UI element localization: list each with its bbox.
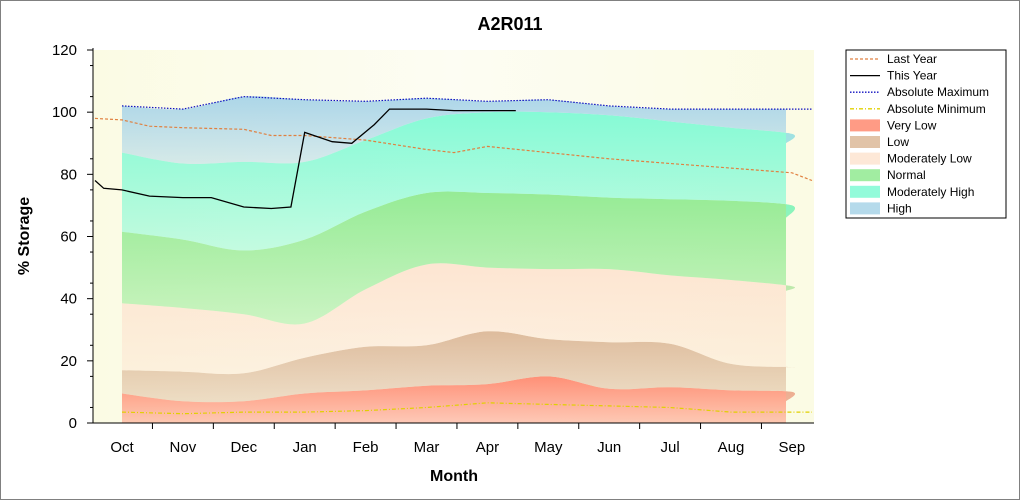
legend-swatch xyxy=(850,185,880,198)
legend-swatch xyxy=(850,169,880,182)
line-absolute-maximum xyxy=(121,95,812,110)
legend-label: Absolute Maximum xyxy=(887,85,989,99)
band-normal xyxy=(122,191,796,325)
legend-label: High xyxy=(887,201,912,215)
x-tick-label: Sep xyxy=(779,439,806,456)
band-very-low xyxy=(122,376,796,423)
x-tick-label: Aug xyxy=(718,439,745,456)
storage-bands xyxy=(122,96,796,423)
x-tick-label: Dec xyxy=(230,439,257,456)
legend-swatch xyxy=(850,152,880,165)
x-tick-label: May xyxy=(534,439,563,456)
band-high xyxy=(122,96,796,164)
legend-label: Absolute Minimum xyxy=(887,102,986,116)
band-low xyxy=(122,331,796,403)
legend-label: Last Year xyxy=(887,52,937,66)
legend-item-this-year: This Year xyxy=(850,69,937,83)
x-tick-label: Jan xyxy=(293,439,317,456)
legend-item-moderately-low: Moderately Low xyxy=(850,152,972,166)
legend-item-moderately-high: Moderately High xyxy=(850,185,974,199)
legend-label: Very Low xyxy=(887,118,937,132)
legend-label: Moderately High xyxy=(887,185,974,199)
line-absolute-minimum xyxy=(121,402,812,415)
line-this-year xyxy=(94,108,516,210)
legend-item-very-low: Very Low xyxy=(850,118,937,132)
legend-label: Normal xyxy=(887,168,926,182)
series-lines xyxy=(94,95,813,415)
legend-label: Moderately Low xyxy=(887,152,972,166)
legend: Last Year This Year Absolute Maximum Absolu… xyxy=(845,49,1007,219)
x-tick-label: Oct xyxy=(110,439,134,456)
y-tick-label: 40 xyxy=(60,291,77,308)
legend-item-low: Low xyxy=(850,135,909,149)
y-tick-label: 20 xyxy=(60,353,77,370)
legend-item-absolute-maximum: Absolute Maximum xyxy=(850,85,989,99)
y-tick-label: 80 xyxy=(60,166,77,183)
legend-label: Low xyxy=(887,135,909,149)
x-tick-label: Jul xyxy=(661,439,680,456)
y-tick-label: 0 xyxy=(69,415,77,432)
x-tick-label: Jun xyxy=(597,439,621,456)
line-last-year xyxy=(94,117,813,182)
legend-item-absolute-minimum: Absolute Minimum xyxy=(850,102,986,116)
y-tick-label: 120 xyxy=(52,42,77,59)
legend-swatch xyxy=(850,202,880,215)
x-tick-label: Feb xyxy=(353,439,379,456)
legend-swatch xyxy=(850,136,880,148)
y-tick-label: 60 xyxy=(60,229,77,246)
y-tick-label: 100 xyxy=(52,104,77,121)
x-tick-label: Apr xyxy=(476,439,499,456)
legend-swatch xyxy=(850,119,880,132)
legend-item-normal: Normal xyxy=(850,168,926,182)
band-moderately-high xyxy=(122,111,796,251)
y-axis-label: % Storage xyxy=(16,197,33,275)
legend-label: This Year xyxy=(887,69,937,83)
x-axis-label: Month xyxy=(430,468,478,485)
x-tick-label: Nov xyxy=(170,439,197,456)
axes: 0 20 40 60 80 100 120 Oct Nov Dec Jan Feb Mar Apr May J… xyxy=(52,42,814,456)
legend-item-high: High xyxy=(850,201,912,215)
legend-item-last-year: Last Year xyxy=(850,52,937,66)
band-moderately-low xyxy=(122,263,796,375)
x-tick-label: Mar xyxy=(414,439,440,456)
chart-title: A2R011 xyxy=(477,14,542,34)
